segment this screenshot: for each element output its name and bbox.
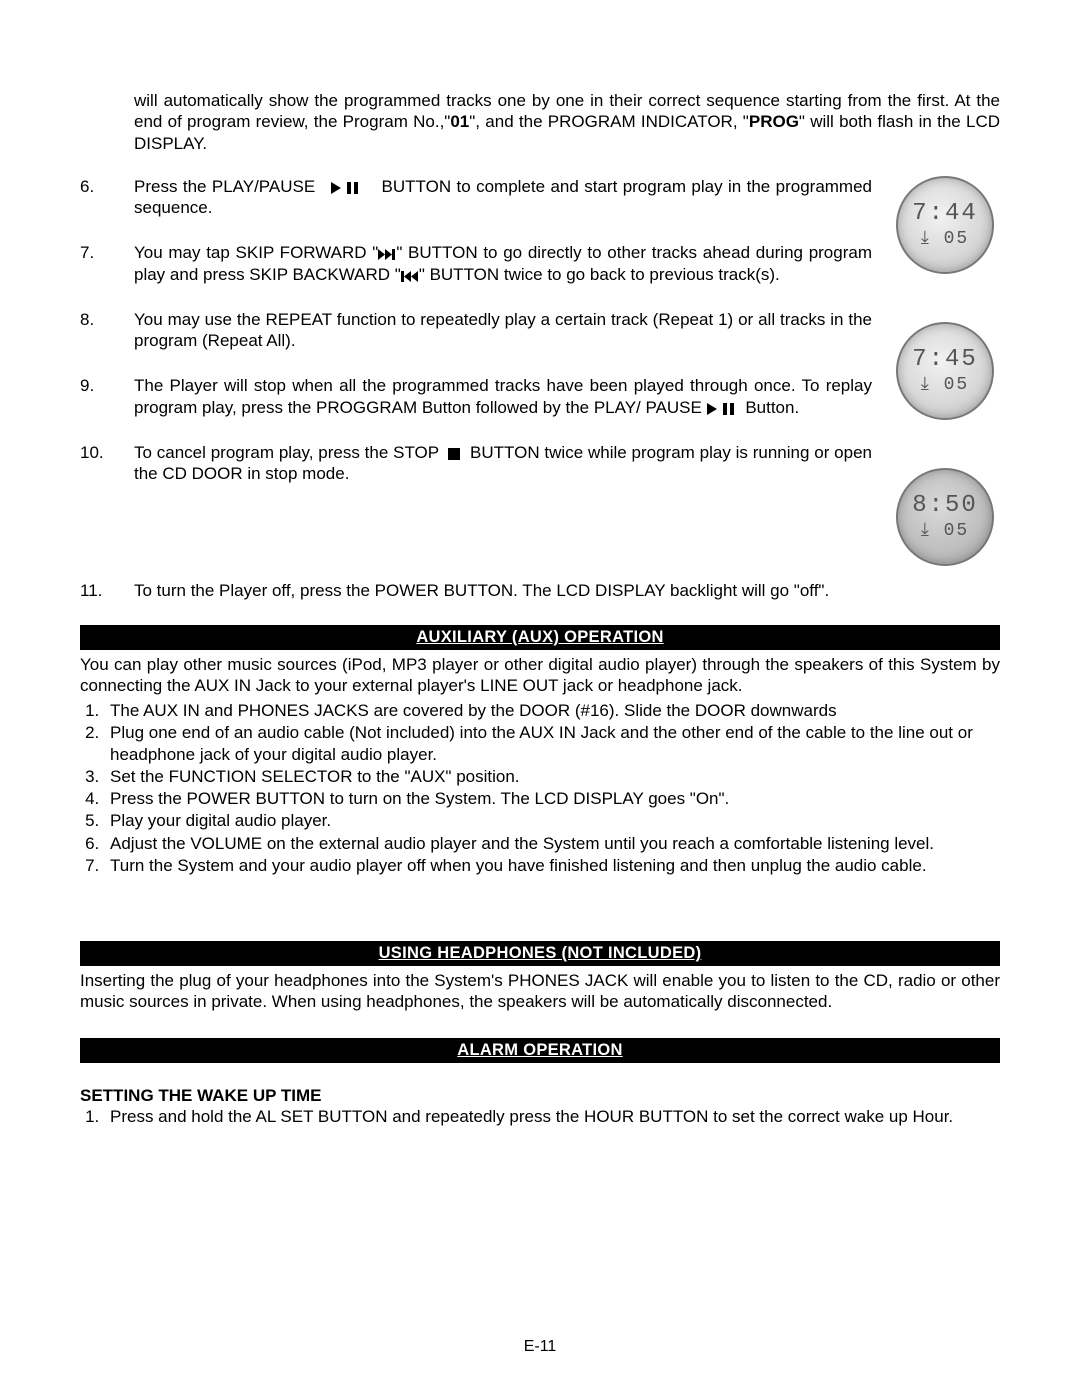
list-item: Play your digital audio player.: [104, 810, 1000, 831]
item-number: 9.: [80, 375, 124, 418]
lcd-time: 7:44: [912, 202, 978, 226]
item-number: 6.: [80, 176, 124, 219]
list-item: Turn the System and your audio player of…: [104, 855, 1000, 876]
steps-with-figures: 6. Press the PLAY/PAUSE BUTTON to comple…: [80, 176, 1000, 566]
headphones-body: Inserting the plug of your headphones in…: [80, 970, 1000, 1013]
section-title-aux: AUXILIARY (AUX) OPERATION: [80, 625, 1000, 650]
list-item: 11. To turn the Player off, press the PO…: [80, 580, 1000, 601]
item-text: You may tap SKIP FORWARD "" BUTTON to go…: [134, 242, 872, 285]
play-pause-icon: [707, 403, 741, 415]
program-steps-list: 6. Press the PLAY/PAUSE BUTTON to comple…: [80, 176, 872, 485]
aux-steps: The AUX IN and PHONES JACKS are covered …: [80, 700, 1000, 876]
list-item: 7. You may tap SKIP FORWARD "" BUTTON to…: [80, 242, 872, 285]
alarm-steps: Press and hold the AL SET BUTTON and rep…: [80, 1106, 1000, 1127]
item-text: The Player will stop when all the progra…: [134, 375, 872, 418]
lcd-sub: ⤓ 05: [921, 376, 969, 394]
item-number: 8.: [80, 309, 124, 352]
item-text: Press the PLAY/PAUSE BUTTON to complete …: [134, 176, 872, 219]
aux-intro: You can play other music sources (iPod, …: [80, 654, 1000, 697]
list-item: 9. The Player will stop when all the pro…: [80, 375, 872, 418]
list-item: Set the FUNCTION SELECTOR to the "AUX" p…: [104, 766, 1000, 787]
list-item: Adjust the VOLUME on the external audio …: [104, 833, 1000, 854]
lcd-sub: ⤓ 05: [921, 230, 969, 248]
list-item: Press the POWER BUTTON to turn on the Sy…: [104, 788, 1000, 809]
lcd-time: 8:50: [912, 494, 978, 518]
item-number: 7.: [80, 242, 124, 285]
list-item: 10. To cancel program play, press the ST…: [80, 442, 872, 485]
item-text: You may use the REPEAT function to repea…: [134, 309, 872, 352]
lcd-display-figure: 8:50 ⤓ 05: [896, 468, 994, 566]
alarm-subheading: SETTING THE WAKE UP TIME: [80, 1085, 1000, 1106]
item-number: 11.: [80, 580, 124, 601]
list-item: 6. Press the PLAY/PAUSE BUTTON to comple…: [80, 176, 872, 219]
lcd-sub: ⤓ 05: [921, 522, 969, 540]
item-text: To turn the Player off, press the POWER …: [134, 580, 1000, 601]
lcd-display-figure: 7:45 ⤓ 05: [896, 322, 994, 420]
item-text: To cancel program play, press the STOP B…: [134, 442, 872, 485]
skip-forward-icon: [378, 249, 396, 260]
section-title-alarm: ALARM OPERATION: [80, 1038, 1000, 1063]
skip-backward-icon: [401, 271, 419, 282]
page-number: E-11: [0, 1337, 1080, 1357]
section-title-headphones: USING HEADPHONES (NOT INCLUDED): [80, 941, 1000, 966]
list-item: 8. You may use the REPEAT function to re…: [80, 309, 872, 352]
intro-paragraph: will automatically show the programmed t…: [134, 90, 1000, 154]
lcd-figures-column: 7:44 ⤓ 05 7:45 ⤓ 05 8:50 ⤓ 05: [890, 176, 1000, 566]
manual-page: will automatically show the programmed t…: [0, 0, 1080, 1397]
lcd-time: 7:45: [912, 348, 978, 372]
item-number: 10.: [80, 442, 124, 485]
play-pause-icon: [331, 182, 365, 194]
stop-icon: [448, 448, 460, 460]
list-item: The AUX IN and PHONES JACKS are covered …: [104, 700, 1000, 721]
list-item: Plug one end of an audio cable (Not incl…: [104, 722, 1000, 765]
program-steps-list-cont: 11. To turn the Player off, press the PO…: [80, 580, 1000, 601]
list-item: Press and hold the AL SET BUTTON and rep…: [104, 1106, 1000, 1127]
lcd-display-figure: 7:44 ⤓ 05: [896, 176, 994, 274]
